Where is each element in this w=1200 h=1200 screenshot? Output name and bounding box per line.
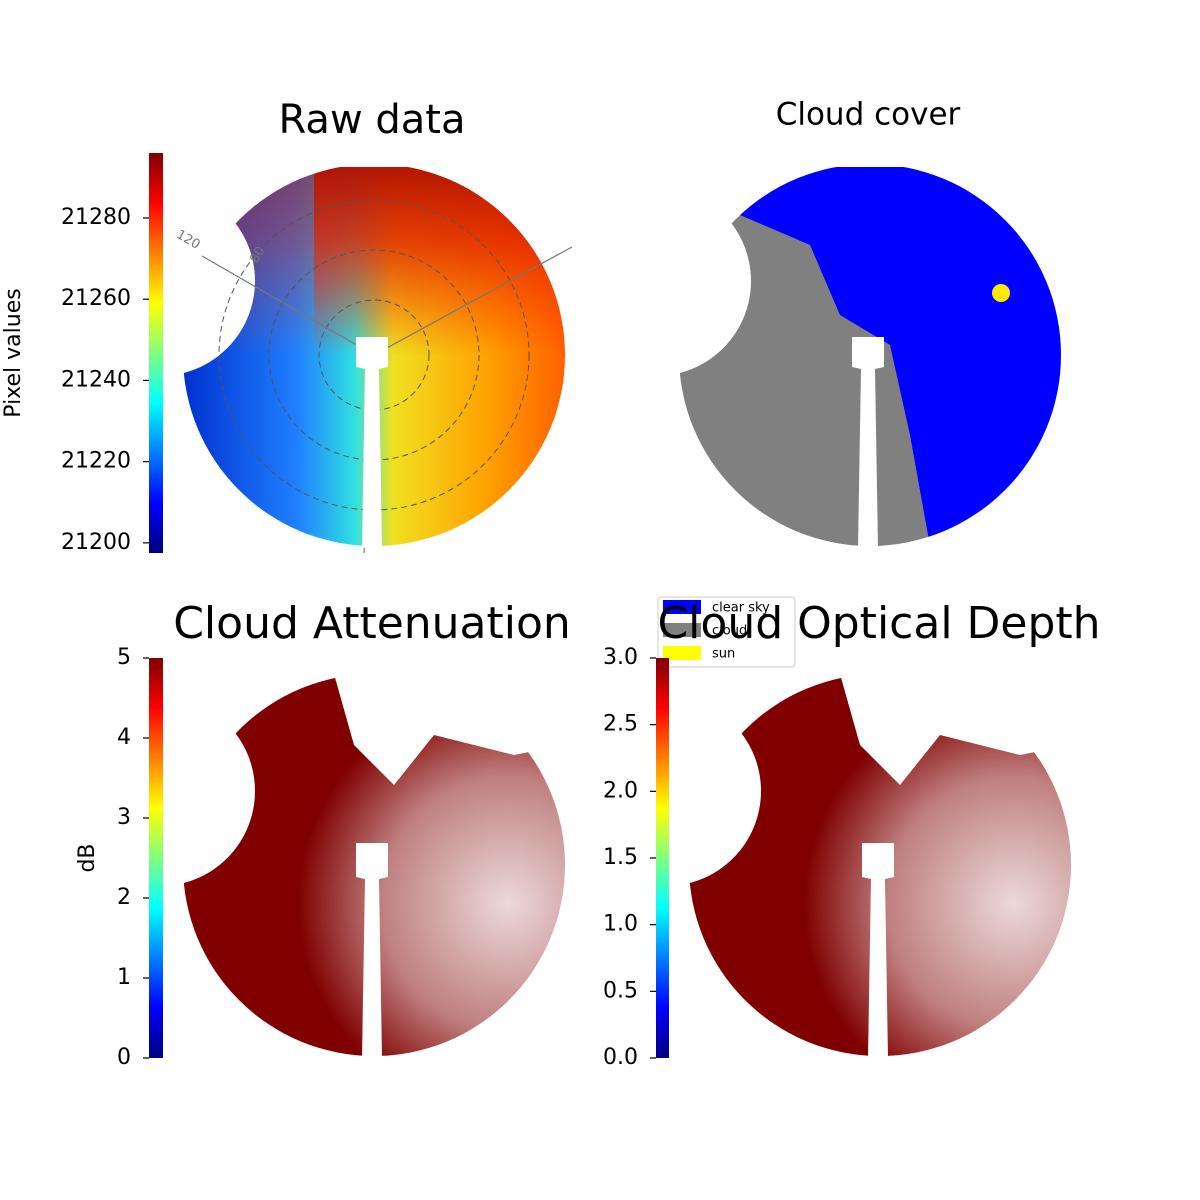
tick-label: 0 — [117, 1045, 131, 1070]
colorbar-label: Pixel values — [1, 288, 26, 417]
tick-label: 0.0 — [603, 1045, 638, 1070]
tick-label: 21240 — [61, 367, 131, 392]
legend-label: sun — [712, 647, 735, 662]
tick-label: 3 — [117, 805, 131, 830]
legend-label: cloud — [712, 624, 747, 639]
legend-swatch — [663, 600, 701, 614]
attenuation-image — [183, 674, 565, 1058]
panel-title: Raw data — [279, 97, 466, 143]
panel-title: Cloud Attenuation — [173, 598, 571, 649]
legend-label: clear sky — [712, 601, 770, 616]
polar-label: 80 — [247, 244, 268, 266]
tick-label: 3.0 — [603, 645, 638, 670]
tick-label: 2 — [117, 885, 131, 910]
tick-label: 21260 — [61, 286, 131, 311]
tick-label: 2.5 — [603, 712, 638, 737]
colorbar-label: dB — [75, 843, 100, 872]
optical-depth-image — [689, 674, 1071, 1058]
cloud-cover-image — [679, 164, 1061, 548]
tick-label: 5 — [117, 645, 131, 670]
tick-label: 21280 — [61, 205, 131, 230]
tick-label: 0.5 — [603, 978, 638, 1003]
tick-label: 1 — [117, 965, 131, 990]
panel-title: Cloud cover — [776, 97, 961, 133]
raw-image — [183, 164, 573, 554]
colorbar — [149, 658, 163, 1058]
tick-label: 1.5 — [603, 845, 638, 870]
colorbar — [656, 658, 669, 1058]
legend-swatch — [663, 623, 701, 637]
tick-label: 2.0 — [603, 778, 638, 803]
tick-label: 21200 — [61, 530, 131, 555]
colorbar — [149, 153, 163, 553]
legend-swatch — [663, 646, 701, 660]
panel-title: Cloud Optical Depth — [657, 598, 1100, 649]
tick-label: 4 — [117, 725, 131, 750]
tick-label: 1.0 — [603, 912, 638, 937]
tick-label: 21220 — [61, 449, 131, 474]
